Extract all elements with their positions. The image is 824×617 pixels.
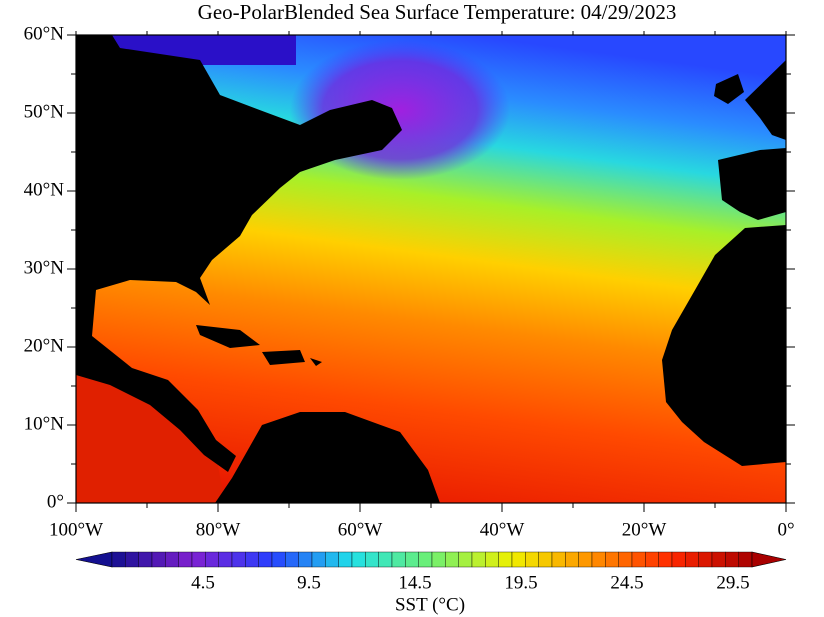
colorbar-swatch — [351, 551, 366, 568]
colorbar-swatch — [738, 551, 753, 568]
colorbar-swatch — [391, 551, 406, 568]
colorbar-swatch — [618, 551, 633, 568]
colorbar-end — [751, 551, 787, 568]
colorbar-swatch — [565, 551, 579, 568]
colorbar-label: 24.5 — [610, 572, 643, 593]
colorbar-swatch — [645, 551, 659, 568]
map-area — [75, 34, 787, 504]
colorbar-swatch — [511, 551, 526, 568]
colorbar-swatch — [591, 551, 606, 568]
colorbar-label: 14.5 — [398, 572, 431, 593]
colorbar-swatch — [698, 551, 713, 568]
colorbar-swatch — [205, 551, 219, 568]
colorbar-swatch — [311, 551, 326, 568]
colorbar-swatch — [605, 551, 619, 568]
colorbar-swatch — [338, 551, 353, 568]
colorbar-swatch — [405, 551, 419, 568]
title: Geo-PolarBlended Sea Surface Temperature… — [198, 0, 677, 24]
lon-label: 20°W — [622, 519, 667, 540]
colorbar-swatch — [685, 551, 699, 568]
colorbar-swatch — [178, 551, 193, 568]
land — [196, 325, 322, 366]
colorbar-swatch — [138, 551, 153, 568]
colorbar-swatch — [218, 551, 233, 568]
lon-label: 100°W — [49, 519, 103, 540]
colorbar-swatch — [431, 551, 446, 568]
colorbar: 4.5 9.5 14.5 19.5 24.5 29.5 — [75, 551, 787, 593]
lon-label: 80°W — [196, 519, 241, 540]
colorbar-swatch — [378, 551, 393, 568]
colorbar-swatch — [725, 551, 739, 568]
colorbar-swatch — [125, 551, 139, 568]
colorbar-swatch — [578, 551, 593, 568]
lat-label: 10°N — [24, 413, 65, 434]
colorbar-swatch — [471, 551, 486, 568]
colorbar-label: 9.5 — [297, 572, 321, 593]
lat-label: 30°N — [24, 257, 65, 278]
colorbar-label: 19.5 — [504, 572, 537, 593]
colorbar-swatch — [191, 551, 206, 568]
lat-label: 50°N — [24, 101, 65, 122]
colorbar-swatch — [711, 551, 726, 568]
colorbar-swatch — [525, 551, 539, 568]
colorbar-swatch — [271, 551, 286, 568]
lat-label: 40°N — [24, 179, 65, 200]
lon-label: 0° — [777, 519, 794, 540]
lat-label: 60°N — [24, 23, 65, 44]
lon-label: 40°W — [480, 519, 525, 540]
land — [215, 412, 440, 503]
colorbar-label: 4.5 — [191, 572, 215, 593]
colorbar-swatch — [658, 551, 673, 568]
lat-label: 0° — [47, 491, 64, 512]
colorbar-swatch — [231, 551, 246, 568]
colorbar-swatch — [538, 551, 553, 568]
colorbar-swatch — [325, 551, 339, 568]
colorbar-swatch — [285, 551, 299, 568]
colorbar-swatch — [151, 551, 166, 568]
colorbar-swatch — [551, 551, 566, 568]
colorbar-swatch — [631, 551, 646, 568]
land — [76, 35, 402, 472]
colorbar-title: SST (°C) — [395, 594, 465, 615]
colorbar-swatch — [165, 551, 179, 568]
lat-label: 20°N — [24, 335, 65, 356]
colorbar-label: 29.5 — [716, 572, 749, 593]
colorbar-swatch — [298, 551, 313, 568]
colorbar-swatch — [671, 551, 686, 568]
colorbar-swatch — [111, 551, 126, 568]
lon-label: 60°W — [338, 519, 383, 540]
colorbar-swatch — [365, 551, 379, 568]
land — [714, 60, 786, 220]
land — [662, 225, 786, 466]
colorbar-swatch — [418, 551, 433, 568]
colorbar-swatch — [445, 551, 459, 568]
colorbar-swatch — [458, 551, 473, 568]
colorbar-end — [75, 551, 113, 568]
pacific — [76, 375, 225, 503]
colorbar-swatch — [245, 551, 259, 568]
colorbar-swatch — [258, 551, 273, 568]
colorbar-swatch — [498, 551, 513, 568]
colorbar-swatch — [485, 551, 499, 568]
